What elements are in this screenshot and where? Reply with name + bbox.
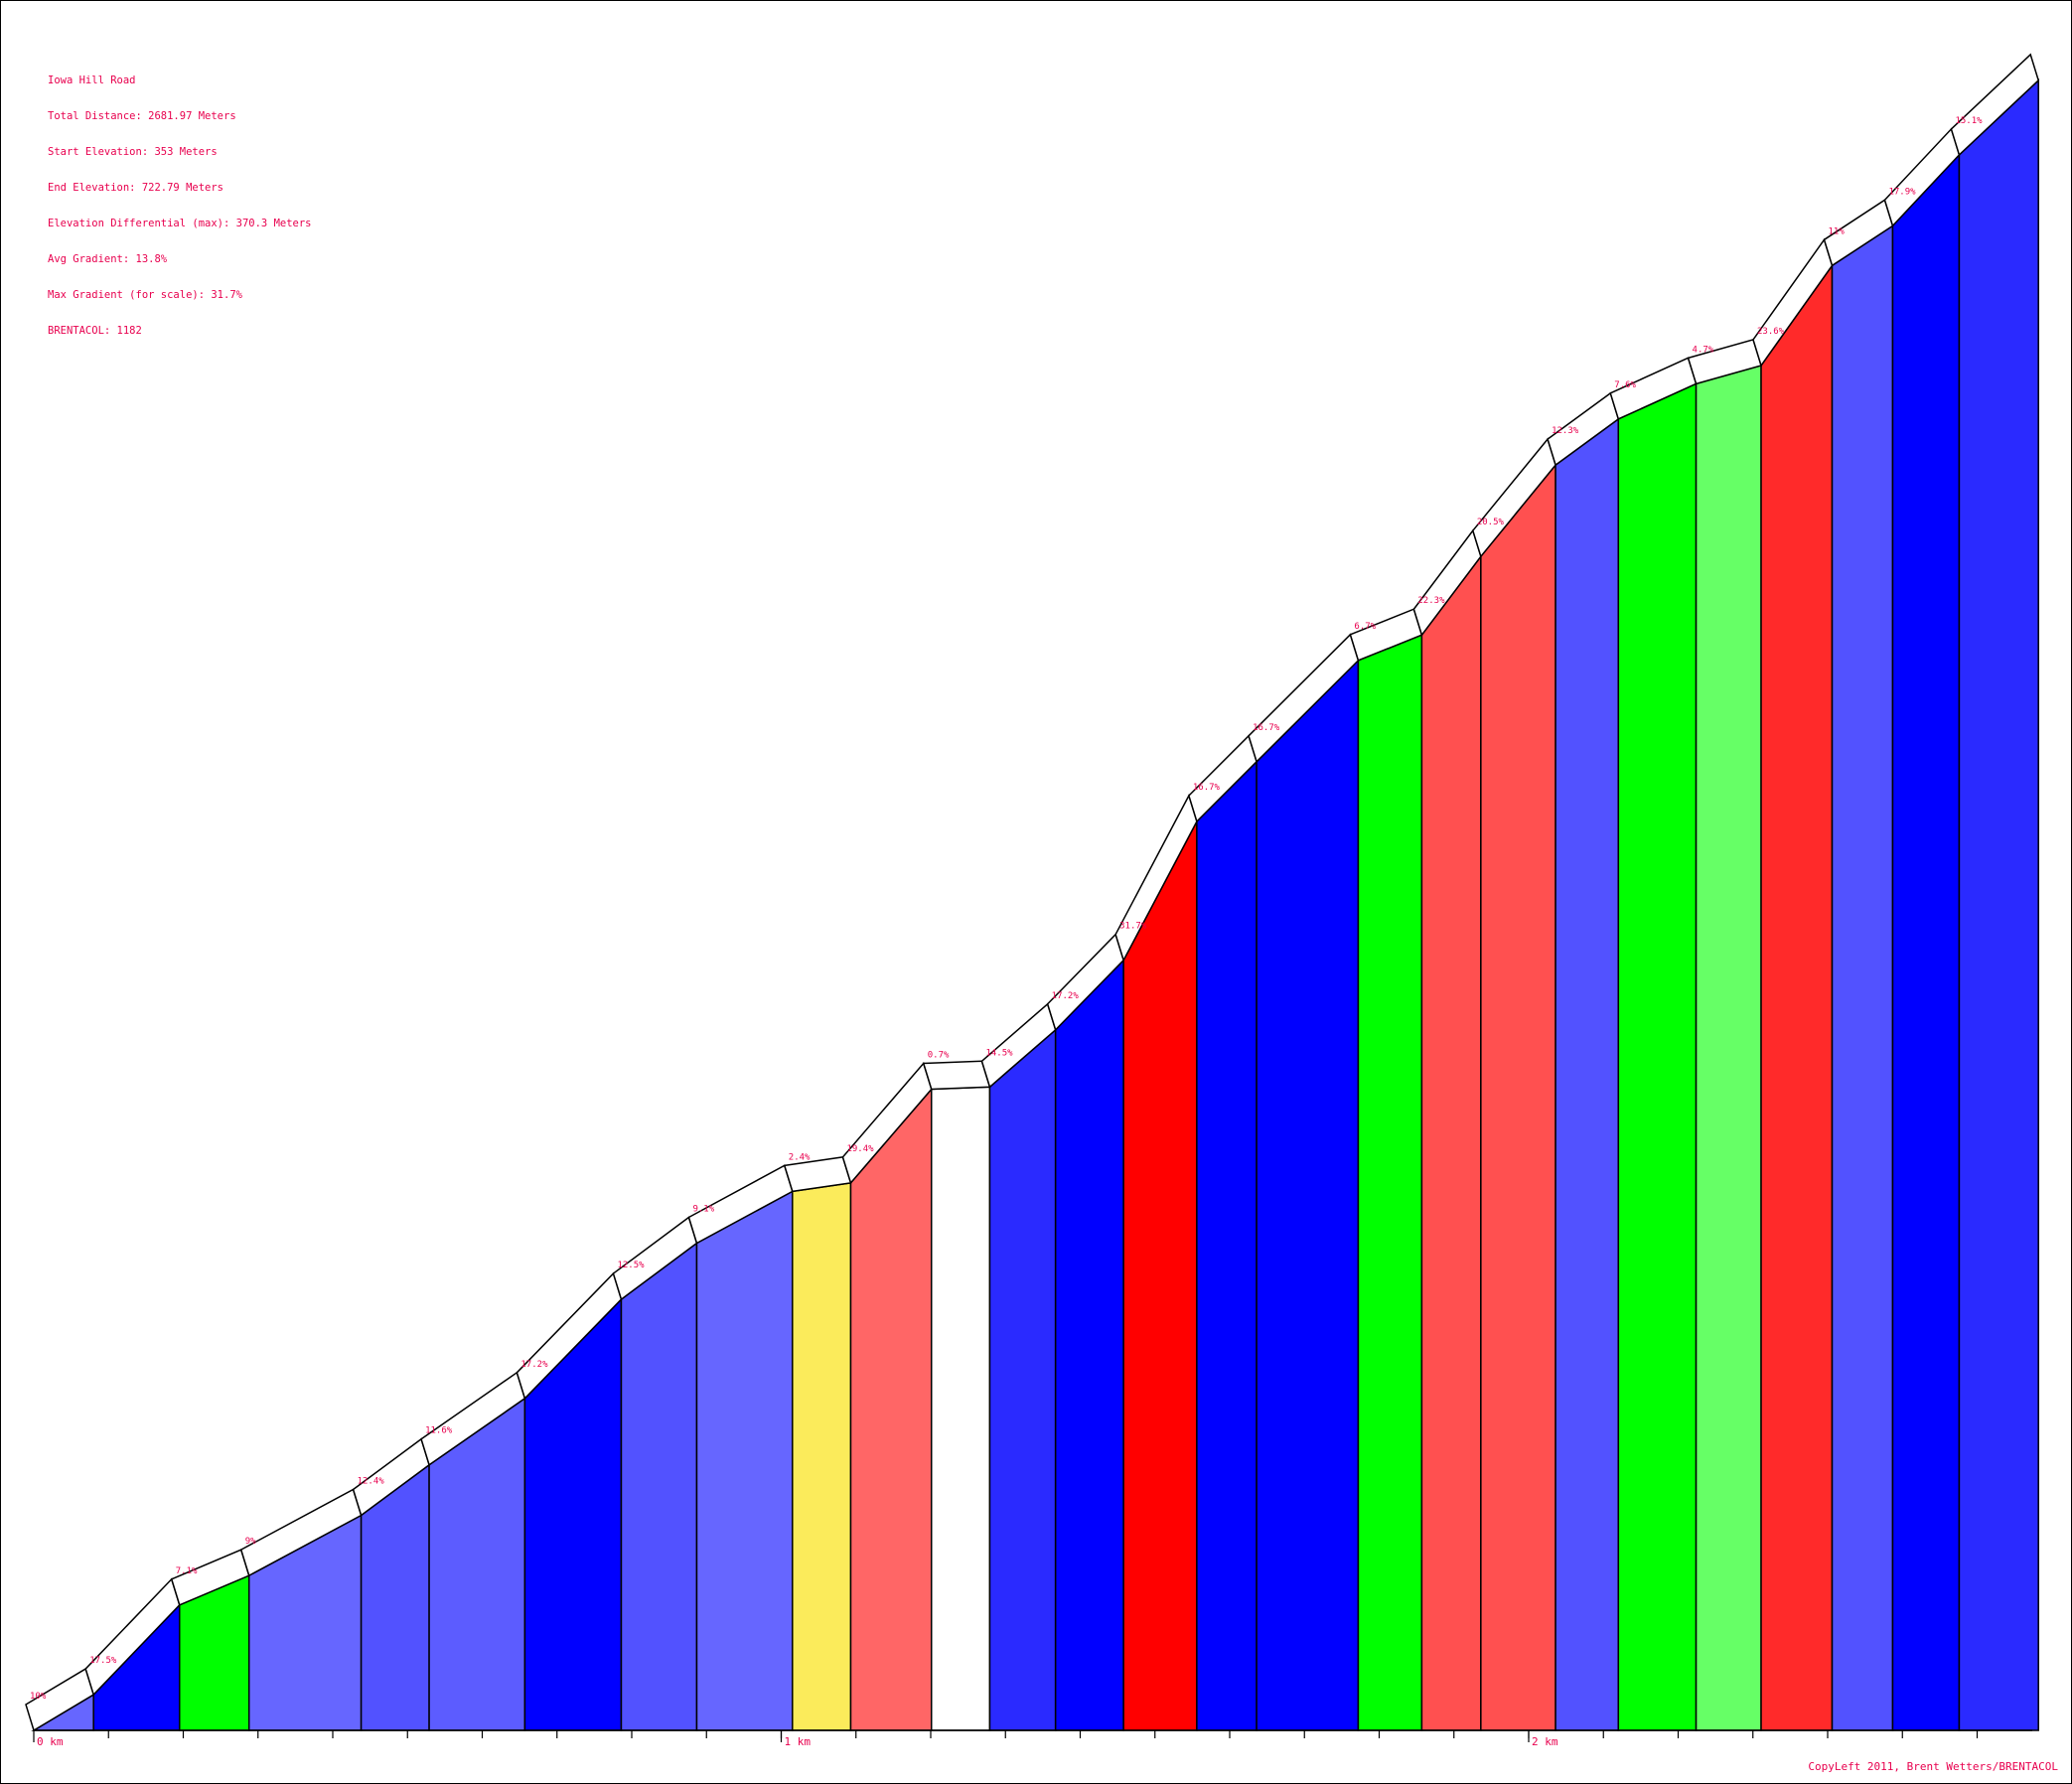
gradient-label-11: 19.4% (846, 1144, 874, 1154)
gradient-label-16: 16.7% (1193, 783, 1221, 793)
segment-10 (792, 1181, 852, 1731)
segment-11 (849, 1087, 933, 1731)
x-tick-label: 0 km (37, 1735, 64, 1748)
gradient-label-7: 17.2% (520, 1360, 548, 1370)
gradient-label-23: 4.7% (1693, 345, 1714, 355)
avg-gradient: Avg Gradient: 13.8% (48, 253, 168, 265)
gradient-label-21: 12.3% (1552, 426, 1579, 436)
segment-12 (931, 1086, 991, 1731)
gradient-label-6: 11.6% (425, 1426, 453, 1436)
start-elevation: Start Elevation: 353 Meters (48, 146, 218, 158)
gradient-label-10: 2.4% (789, 1152, 811, 1162)
segment-20 (1480, 462, 1556, 1731)
segment-27 (1958, 78, 2039, 1731)
segment-8 (620, 1241, 698, 1731)
segment-24 (1760, 262, 1834, 1731)
segment-18 (1357, 634, 1423, 1731)
segment-25 (1831, 223, 1894, 1731)
gradient-label-25: 11% (1829, 226, 1846, 236)
gradient-label-20: 20.5% (1477, 518, 1505, 527)
x-axis: 0 km 1 km 2 km (33, 1729, 2032, 1748)
segment-23 (1695, 364, 1762, 1731)
segment-14 (1054, 958, 1124, 1731)
segment-13 (988, 1028, 1057, 1731)
gradient-label-22: 7.6% (1614, 380, 1636, 390)
gradient-label-13: 14.5% (985, 1048, 1013, 1058)
gradient-label-2: 17.5% (89, 1656, 117, 1666)
x-tick-label: 2 km (1532, 1735, 1558, 1748)
segment-17 (1256, 659, 1360, 1731)
route-summary: Iowa Hill Road Total Distance: 2681.97 M… (48, 51, 312, 349)
segment-26 (1891, 153, 1961, 1731)
gradient-label-4: 9% (245, 1537, 256, 1547)
total-distance: Total Distance: 2681.97 Meters (48, 110, 236, 122)
segment-9 (695, 1190, 794, 1731)
segment-16 (1196, 759, 1258, 1731)
road-band (25, 53, 2040, 1732)
max-gradient: Max Gradient (for scale): 31.7% (48, 289, 242, 301)
gradient-label-27: 15.1% (1955, 116, 1983, 126)
road-band-segment-12 (922, 1060, 991, 1091)
segment-15 (1122, 820, 1198, 1731)
gradient-label-19: 22.3% (1417, 596, 1445, 606)
gradient-label-26: 17.9% (1888, 187, 1916, 197)
segment-21 (1554, 417, 1620, 1731)
gradient-label-8: 12.5% (617, 1261, 645, 1270)
segment-19 (1420, 553, 1482, 1731)
gradient-label-15: 31.7% (1119, 922, 1147, 932)
end-elevation: End Elevation: 722.79 Meters (48, 182, 224, 194)
elevation-differential: Elevation Differential (max): 370.3 Mete… (48, 218, 312, 229)
segment-22 (1617, 382, 1698, 1731)
gradient-labels: 10% 17.5% 7.1% 9% 12.4% 11.6% 17.2% 12.5% 9.1% 2.… (30, 116, 1983, 1702)
road-band-segment-27 (1950, 53, 2040, 157)
gradient-label-3: 7.1% (176, 1566, 198, 1576)
gradient-label-18: 6.7% (1354, 622, 1376, 632)
x-tick-label: 1 km (785, 1735, 812, 1748)
brentacol-score: BRENTACOL: 1182 (48, 325, 142, 337)
gradient-label-12: 0.7% (928, 1051, 950, 1061)
gradient-label-9: 9.1% (692, 1204, 714, 1214)
gradient-label-1: 10% (30, 1692, 47, 1702)
footer-credit: CopyLeft 2011, Brent Wetters/BRENTACOL (1808, 1760, 2058, 1773)
gradient-label-17: 16.7% (1253, 723, 1280, 733)
gradient-label-5: 12.4% (358, 1476, 385, 1486)
chart-segments (31, 78, 2039, 1731)
gradient-label-24: 23.6% (1757, 327, 1785, 337)
route-title: Iowa Hill Road (48, 74, 136, 86)
gradient-label-14: 17.2% (1052, 991, 1080, 1001)
